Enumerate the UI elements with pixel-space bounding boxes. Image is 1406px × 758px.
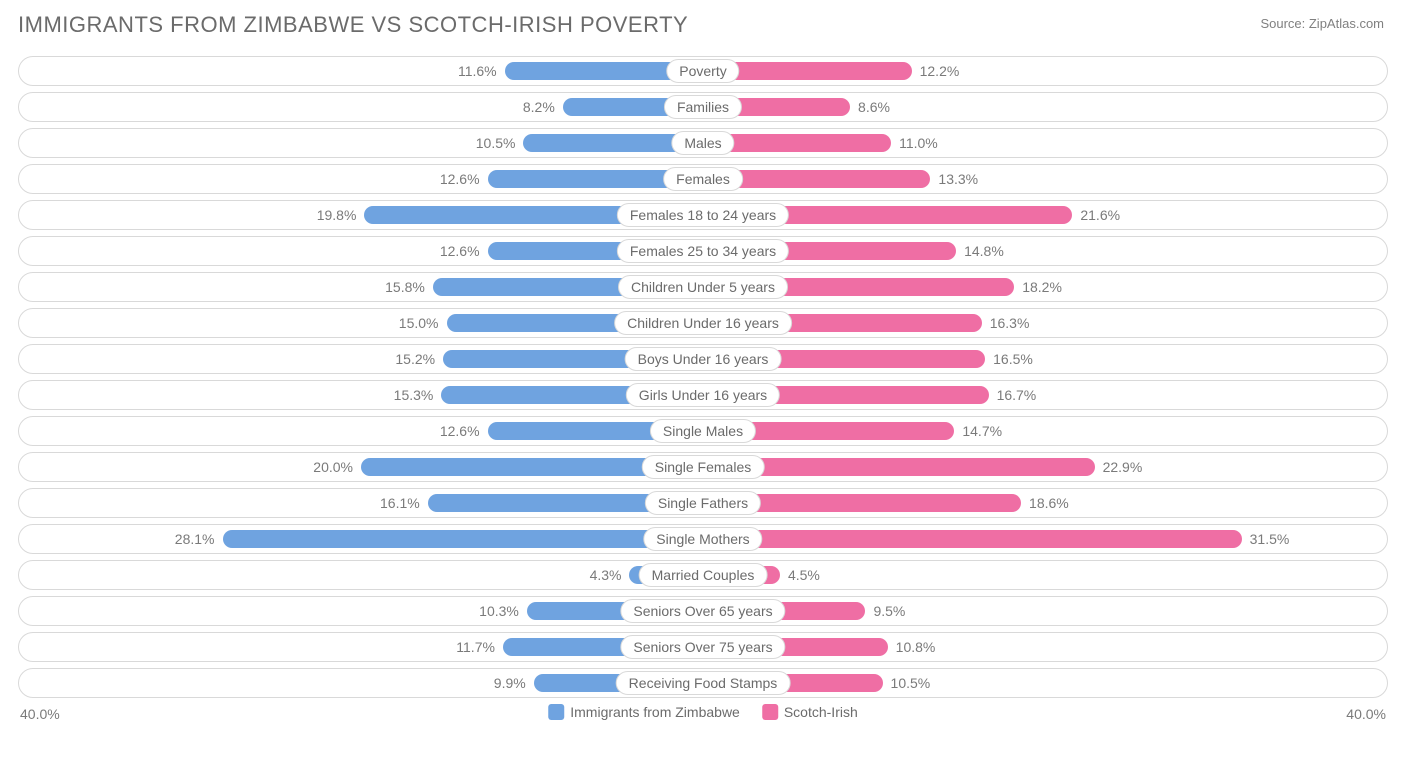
value-left: 15.0% (399, 315, 439, 331)
chart-row: 4.3% 4.5% Married Couples (18, 560, 1388, 590)
value-left: 10.5% (476, 135, 516, 151)
value-right: 31.5% (1250, 531, 1290, 547)
chart-row: 12.6% 14.8% Females 25 to 34 years (18, 236, 1388, 266)
category-label: Seniors Over 65 years (620, 599, 785, 623)
chart-row: 16.1% 18.6% Single Fathers (18, 488, 1388, 518)
category-label: Single Females (642, 455, 765, 479)
axis-row: 40.0% 40.0% Immigrants from Zimbabwe Sco… (18, 704, 1388, 732)
category-label: Girls Under 16 years (626, 383, 780, 407)
bar-left (223, 530, 704, 548)
value-left: 16.1% (380, 495, 420, 511)
value-right: 14.8% (964, 243, 1004, 259)
chart-row: 28.1% 31.5% Single Mothers (18, 524, 1388, 554)
category-label: Children Under 5 years (618, 275, 788, 299)
value-left: 12.6% (440, 423, 480, 439)
category-label: Children Under 16 years (614, 311, 792, 335)
legend-label-left: Immigrants from Zimbabwe (570, 704, 740, 720)
chart-row: 15.3% 16.7% Girls Under 16 years (18, 380, 1388, 410)
value-left: 12.6% (440, 243, 480, 259)
value-left: 12.6% (440, 171, 480, 187)
value-right: 8.6% (858, 99, 890, 115)
axis-max-right: 40.0% (1346, 706, 1386, 722)
value-left: 19.8% (317, 207, 357, 223)
axis-max-left: 40.0% (20, 706, 60, 722)
chart-row: 12.6% 14.7% Single Males (18, 416, 1388, 446)
category-label: Families (664, 95, 742, 119)
value-left: 15.3% (394, 387, 434, 403)
legend-item-right: Scotch-Irish (762, 704, 858, 720)
chart-row: 11.7% 10.8% Seniors Over 75 years (18, 632, 1388, 662)
chart-row: 20.0% 22.9% Single Females (18, 452, 1388, 482)
value-left: 11.7% (456, 639, 495, 655)
value-left: 15.8% (385, 279, 425, 295)
value-right: 22.9% (1103, 459, 1143, 475)
chart-row: 15.8% 18.2% Children Under 5 years (18, 272, 1388, 302)
chart-row: 11.6% 12.2% Poverty (18, 56, 1388, 86)
category-label: Males (671, 131, 734, 155)
value-left: 4.3% (590, 567, 622, 583)
value-left: 15.2% (395, 351, 435, 367)
category-label: Single Mothers (643, 527, 762, 551)
value-right: 12.2% (920, 63, 960, 79)
value-right: 21.6% (1080, 207, 1120, 223)
value-right: 16.7% (997, 387, 1037, 403)
category-label: Poverty (666, 59, 739, 83)
legend-swatch-left (548, 704, 564, 720)
chart-row: 19.8% 21.6% Females 18 to 24 years (18, 200, 1388, 230)
value-left: 11.6% (458, 63, 497, 79)
chart-row: 12.6% 13.3% Females (18, 164, 1388, 194)
chart-row: 15.2% 16.5% Boys Under 16 years (18, 344, 1388, 374)
category-label: Receiving Food Stamps (616, 671, 791, 695)
value-right: 4.5% (788, 567, 820, 583)
chart-row: 8.2% 8.6% Families (18, 92, 1388, 122)
bar-right (703, 530, 1242, 548)
category-label: Females (663, 167, 743, 191)
category-label: Married Couples (639, 563, 768, 587)
value-right: 14.7% (962, 423, 1002, 439)
value-right: 9.5% (873, 603, 905, 619)
value-left: 28.1% (175, 531, 215, 547)
category-label: Single Males (650, 419, 756, 443)
category-label: Seniors Over 75 years (620, 635, 785, 659)
value-right: 11.0% (899, 135, 938, 151)
value-right: 10.8% (896, 639, 936, 655)
value-right: 13.3% (938, 171, 978, 187)
chart-row: 9.9% 10.5% Receiving Food Stamps (18, 668, 1388, 698)
chart-row: 10.5% 11.0% Males (18, 128, 1388, 158)
chart-area: 11.6% 12.2% Poverty 8.2% 8.6% Families 10.5% 11… (18, 56, 1388, 698)
chart-title: IMMIGRANTS FROM ZIMBABWE VS SCOTCH-IRISH… (18, 12, 1388, 38)
legend-label-right: Scotch-Irish (784, 704, 858, 720)
category-label: Females 25 to 34 years (617, 239, 789, 263)
value-right: 18.2% (1022, 279, 1062, 295)
source-attribution: Source: ZipAtlas.com (1260, 16, 1384, 31)
value-left: 20.0% (313, 459, 353, 475)
chart-row: 10.3% 9.5% Seniors Over 65 years (18, 596, 1388, 626)
value-right: 10.5% (891, 675, 931, 691)
legend: Immigrants from Zimbabwe Scotch-Irish (548, 704, 858, 720)
chart-row: 15.0% 16.3% Children Under 16 years (18, 308, 1388, 338)
legend-swatch-right (762, 704, 778, 720)
value-right: 16.5% (993, 351, 1033, 367)
category-label: Boys Under 16 years (625, 347, 782, 371)
legend-item-left: Immigrants from Zimbabwe (548, 704, 740, 720)
value-right: 16.3% (990, 315, 1030, 331)
value-left: 10.3% (479, 603, 519, 619)
value-left: 8.2% (523, 99, 555, 115)
category-label: Females 18 to 24 years (617, 203, 789, 227)
category-label: Single Fathers (645, 491, 761, 515)
value-right: 18.6% (1029, 495, 1069, 511)
value-left: 9.9% (494, 675, 526, 691)
